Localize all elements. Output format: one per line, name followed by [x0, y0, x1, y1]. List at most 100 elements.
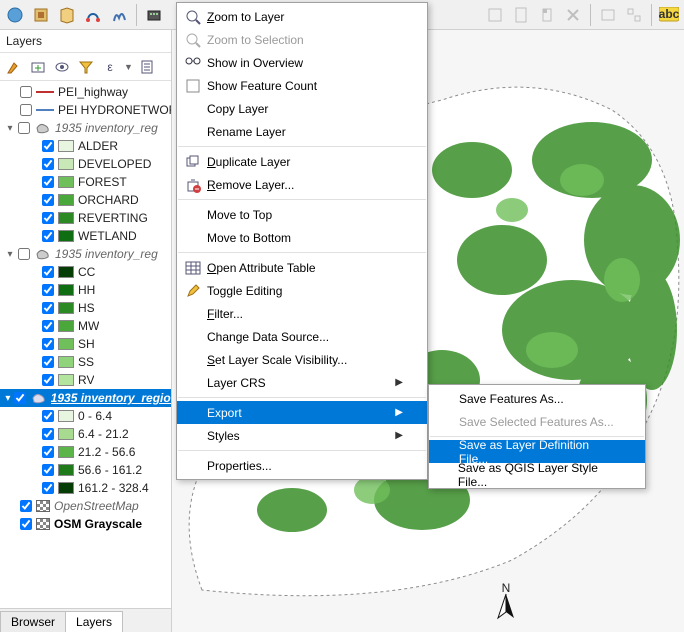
- menu-save-qgis-style[interactable]: Save as QGIS Layer Style File...: [429, 463, 645, 486]
- add-group-icon[interactable]: [28, 57, 48, 77]
- panel-tabs: Browser Layers: [0, 608, 171, 632]
- toolbar-icon[interactable]: [4, 4, 26, 26]
- expression-icon[interactable]: ε: [100, 57, 120, 77]
- menu-export[interactable]: Export▶: [177, 401, 427, 424]
- checkbox-icon: [183, 78, 203, 94]
- legend-item[interactable]: ORCHARD: [0, 191, 171, 209]
- toolbar-icon[interactable]: [30, 4, 52, 26]
- menu-separator: [178, 252, 426, 253]
- duplicate-icon: [183, 154, 203, 170]
- pencil-icon: [183, 283, 203, 299]
- legend-item[interactable]: 21.2 - 56.6: [0, 443, 171, 461]
- toolbar-icon-disabled: [510, 4, 532, 26]
- menu-layer-crs[interactable]: Layer CRS▶: [177, 371, 427, 394]
- tab-layers[interactable]: Layers: [65, 611, 123, 632]
- polygon-layer-icon: [34, 248, 52, 260]
- menu-show-feature-count[interactable]: Show Feature Count: [177, 74, 427, 97]
- legend-item[interactable]: ALDER: [0, 137, 171, 155]
- layer-row[interactable]: PEI_highway: [0, 83, 171, 101]
- toolbar-icon-disabled: [623, 4, 645, 26]
- overview-icon: [183, 55, 203, 71]
- legend-item[interactable]: FOREST: [0, 173, 171, 191]
- toolbar-icon[interactable]: [143, 4, 165, 26]
- layer-group[interactable]: ▾1935 inventory_reg: [0, 119, 171, 137]
- menu-open-attribute-table[interactable]: Open Attribute Table: [177, 256, 427, 279]
- menu-show-overview[interactable]: Show in Overview: [177, 51, 427, 74]
- legend-item[interactable]: SS: [0, 353, 171, 371]
- legend-item[interactable]: REVERTING: [0, 209, 171, 227]
- legend-item[interactable]: CC: [0, 263, 171, 281]
- menu-properties[interactable]: Properties...: [177, 454, 427, 477]
- menu-move-bottom[interactable]: Move to Bottom: [177, 226, 427, 249]
- zoom-sel-icon: [183, 32, 203, 48]
- menu-scale-visibility[interactable]: Set Layer Scale Visibility...: [177, 348, 427, 371]
- toolbar-icon[interactable]: [56, 4, 78, 26]
- layer-row[interactable]: PEI HYDRONETWORK: [0, 101, 171, 119]
- menu-separator: [178, 199, 426, 200]
- visibility-icon[interactable]: [52, 57, 72, 77]
- raster-icon: [36, 500, 50, 512]
- layer-tree[interactable]: PEI_highway PEI HYDRONETWORK ▾1935 inven…: [0, 81, 171, 608]
- menu-toggle-editing[interactable]: Toggle Editing: [177, 279, 427, 302]
- legend-item[interactable]: MW: [0, 317, 171, 335]
- menu-change-data-source[interactable]: Change Data Source...: [177, 325, 427, 348]
- svg-text:abc: abc: [659, 7, 679, 21]
- legend-item[interactable]: 6.4 - 21.2: [0, 425, 171, 443]
- panel-title: Layers: [0, 30, 171, 53]
- remove-icon: [183, 177, 203, 193]
- panel-toolbar: ε ▼: [0, 53, 171, 81]
- menu-move-top[interactable]: Move to Top: [177, 203, 427, 226]
- north-arrow-icon: N: [488, 582, 524, 630]
- layer-row[interactable]: OSM Grayscale: [0, 515, 171, 533]
- style-icon[interactable]: [4, 57, 24, 77]
- toolbar-separator: [590, 4, 591, 26]
- submenu-arrow-icon: ▶: [395, 430, 403, 441]
- polygon-layer-icon: [30, 392, 48, 404]
- raster-icon: [36, 518, 50, 530]
- menu-remove-layer[interactable]: Remove Layer...: [177, 173, 427, 196]
- legend-item[interactable]: 0 - 6.4: [0, 407, 171, 425]
- menu-save-selected-features-as: Save Selected Features As...: [429, 410, 645, 433]
- collapse-icon[interactable]: [137, 57, 157, 77]
- polygon-layer-icon: [34, 122, 52, 134]
- toolbar-icon-disabled: [536, 4, 558, 26]
- legend-item[interactable]: HH: [0, 281, 171, 299]
- layers-panel: Layers ε ▼ PEI_highway PEI HYDRONETWORK …: [0, 30, 172, 632]
- zoom-layer-icon: [183, 9, 203, 25]
- submenu-arrow-icon: ▶: [395, 407, 403, 418]
- legend-item[interactable]: DEVELOPED: [0, 155, 171, 173]
- tab-browser[interactable]: Browser: [0, 611, 66, 632]
- menu-duplicate-layer[interactable]: Duplicate Layer: [177, 150, 427, 173]
- submenu-arrow-icon: ▶: [395, 377, 403, 388]
- menu-zoom-to-layer[interactable]: Zoom to Layer: [177, 5, 427, 28]
- table-icon: [183, 260, 203, 276]
- menu-save-features-as[interactable]: Save Features As...: [429, 387, 645, 410]
- toolbar-icon-disabled: [484, 4, 506, 26]
- layer-context-menu: Zoom to Layer Zoom to Selection Show in …: [176, 2, 428, 480]
- legend-item[interactable]: SH: [0, 335, 171, 353]
- toolbar-icon-disabled: [597, 4, 619, 26]
- legend-item[interactable]: HS: [0, 299, 171, 317]
- menu-separator: [178, 397, 426, 398]
- toolbar-icon[interactable]: [82, 4, 104, 26]
- toolbar-separator: [136, 4, 137, 26]
- legend-item[interactable]: WETLAND: [0, 227, 171, 245]
- layer-group[interactable]: ▾1935 inventory_reg: [0, 245, 171, 263]
- legend-item[interactable]: 56.6 - 161.2: [0, 461, 171, 479]
- filter-icon[interactable]: [76, 57, 96, 77]
- legend-item[interactable]: 161.2 - 328.4: [0, 479, 171, 497]
- toolbar-icon[interactable]: [108, 4, 130, 26]
- menu-separator: [178, 146, 426, 147]
- menu-separator: [178, 450, 426, 451]
- layer-row-selected[interactable]: ▾1935 inventory_region filtered an: [0, 389, 171, 407]
- toolbar-icon-disabled: [562, 4, 584, 26]
- menu-rename-layer[interactable]: Rename Layer: [177, 120, 427, 143]
- layer-row[interactable]: OpenStreetMap: [0, 497, 171, 515]
- legend-item[interactable]: RV: [0, 371, 171, 389]
- menu-zoom-to-selection: Zoom to Selection: [177, 28, 427, 51]
- abc-label-icon[interactable]: abc: [658, 4, 680, 26]
- menu-filter[interactable]: Filter...: [177, 302, 427, 325]
- menu-copy-layer[interactable]: Copy Layer: [177, 97, 427, 120]
- menu-styles[interactable]: Styles▶: [177, 424, 427, 447]
- svg-text:N: N: [502, 582, 511, 595]
